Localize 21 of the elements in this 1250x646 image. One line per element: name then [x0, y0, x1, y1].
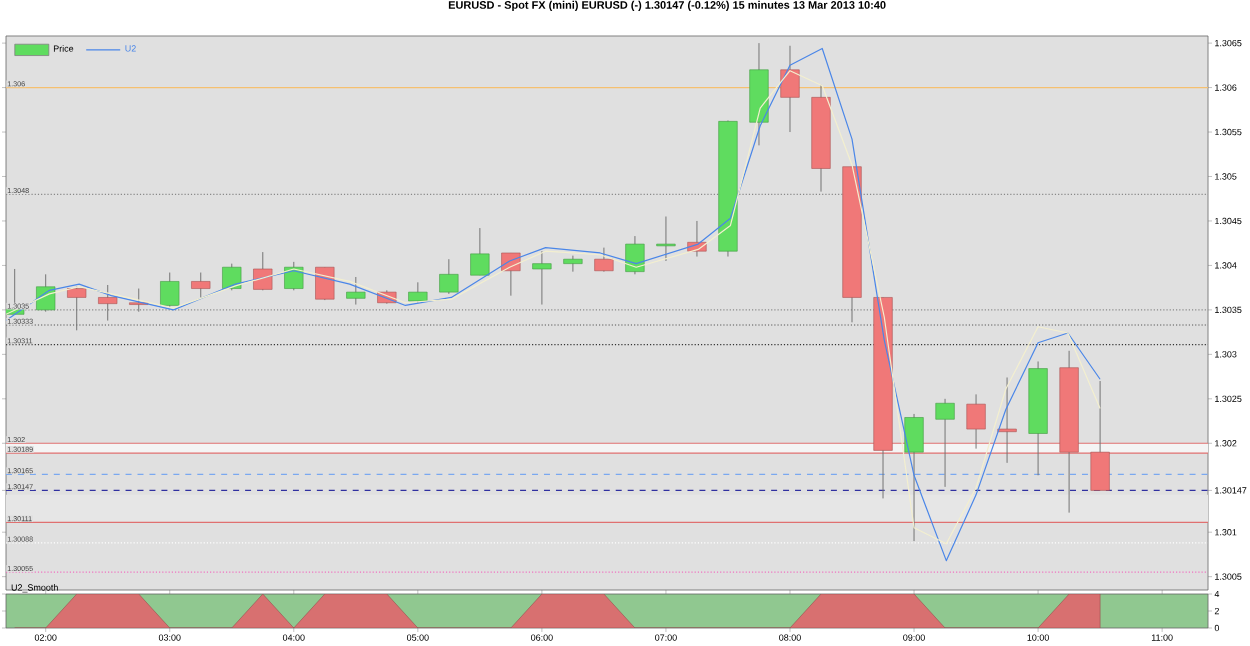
candlestick: [935, 398, 955, 488]
candlestick: [98, 284, 118, 322]
candlestick: [408, 281, 428, 304]
candlestick: [966, 393, 986, 450]
candlestick: [160, 272, 180, 308]
candlestick: [532, 250, 552, 306]
candlestick: [656, 216, 676, 262]
candlestick: [315, 266, 335, 301]
candlestick: [439, 258, 459, 295]
candlestick: [594, 247, 614, 273]
candlestick: [997, 376, 1017, 464]
candlestick: [191, 272, 211, 298]
candlestick: [346, 276, 366, 306]
candlestick: [563, 255, 583, 273]
candlestick: [222, 263, 242, 291]
candlestick: [780, 45, 800, 133]
candlestick: [67, 286, 87, 331]
candlestick: [625, 235, 645, 275]
candlestick: [470, 227, 490, 276]
candlestick: [904, 413, 924, 542]
candlestick: [1090, 380, 1110, 491]
